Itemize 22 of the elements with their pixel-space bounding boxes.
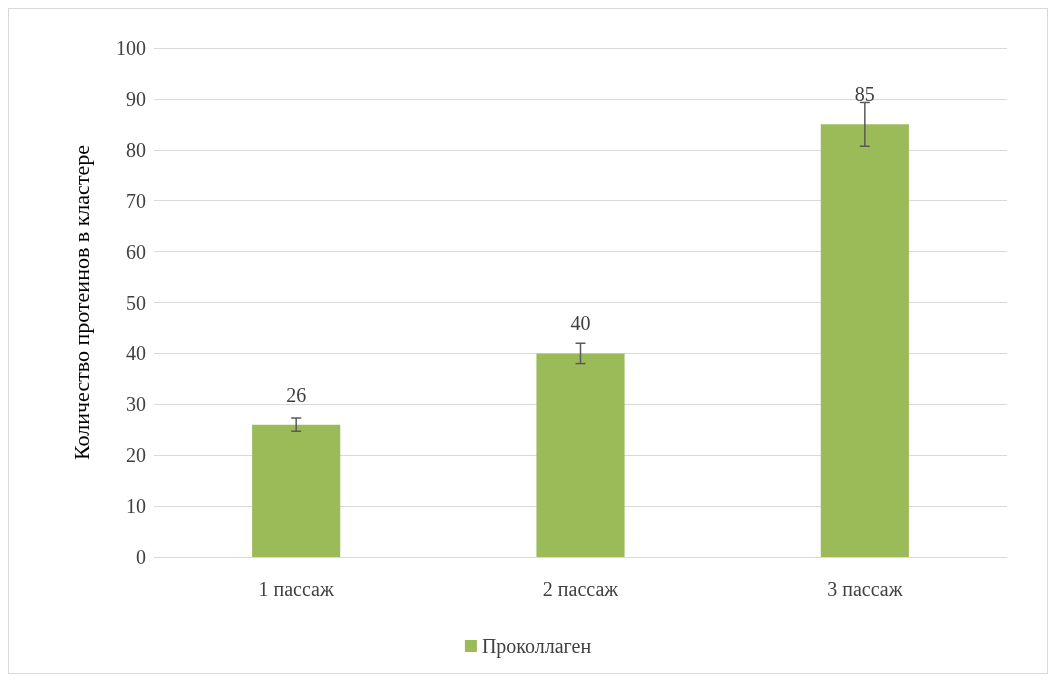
y-tick-label: 50 bbox=[126, 291, 146, 314]
y-tick-label: 90 bbox=[126, 87, 146, 110]
bar bbox=[252, 424, 341, 557]
bar bbox=[536, 353, 625, 557]
y-tick-label: 10 bbox=[126, 495, 146, 518]
x-tick-label: 2 пассаж bbox=[542, 578, 619, 600]
y-tick-label: 100 bbox=[116, 37, 146, 59]
bar bbox=[820, 124, 909, 557]
legend-label: Проколлаген bbox=[481, 635, 592, 658]
x-tick-label: 3 пассаж bbox=[827, 578, 903, 600]
data-label: 40 bbox=[570, 312, 591, 335]
y-tick-label: 30 bbox=[126, 393, 146, 416]
x-tick-label: 1 пассаж bbox=[258, 578, 334, 600]
y-tick-label: 80 bbox=[126, 138, 146, 161]
y-tick-label: 70 bbox=[126, 189, 146, 212]
y-axis-title: Количество протеинов в кластере bbox=[68, 144, 94, 461]
y-tick-label: 60 bbox=[126, 240, 146, 263]
y-tick-label: 0 bbox=[136, 546, 146, 568]
y-tick-label: 40 bbox=[126, 342, 146, 365]
y-tick-label: 20 bbox=[126, 444, 146, 467]
data-label: 85 bbox=[854, 83, 875, 106]
data-label: 26 bbox=[286, 383, 307, 406]
